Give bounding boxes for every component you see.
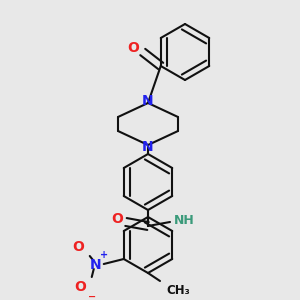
Text: −: − xyxy=(88,292,96,300)
Text: N: N xyxy=(90,258,102,272)
Text: CH₃: CH₃ xyxy=(166,284,190,296)
Text: N: N xyxy=(142,140,154,154)
Text: +: + xyxy=(100,250,108,260)
Text: O: O xyxy=(111,212,123,226)
Text: O: O xyxy=(72,240,84,254)
Text: O: O xyxy=(74,280,86,294)
Text: N: N xyxy=(142,94,154,108)
Text: O: O xyxy=(127,41,139,55)
Text: NH: NH xyxy=(174,214,194,226)
